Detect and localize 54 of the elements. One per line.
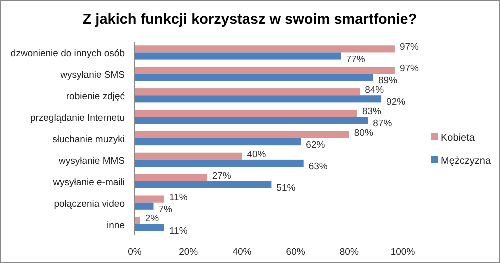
bar bbox=[135, 217, 140, 224]
y-tick-label: inne bbox=[107, 220, 125, 232]
bar bbox=[135, 67, 395, 74]
data-label: 11% bbox=[169, 226, 188, 237]
legend-label: Kobieta bbox=[441, 133, 476, 144]
x-tick-label: 20% bbox=[179, 247, 199, 258]
data-label: 63% bbox=[308, 161, 328, 172]
x-tick-label: 0% bbox=[128, 247, 142, 258]
y-tick-label: wysyłanie MMS bbox=[58, 156, 125, 167]
data-label: 89% bbox=[378, 76, 398, 87]
bar bbox=[135, 88, 360, 96]
bar bbox=[135, 160, 304, 168]
y-tick-label: połączenia video bbox=[54, 198, 125, 210]
bar bbox=[135, 181, 272, 188]
bar bbox=[135, 138, 302, 146]
data-label: 87% bbox=[373, 118, 393, 130]
x-tick-label: 60% bbox=[286, 247, 306, 258]
bar bbox=[135, 152, 242, 160]
x-tick-label: 40% bbox=[232, 247, 252, 258]
y-tick-label: słuchanie muzyki bbox=[52, 134, 125, 146]
bar bbox=[135, 174, 208, 182]
bar bbox=[135, 202, 154, 210]
data-label: 11% bbox=[169, 192, 188, 204]
bar bbox=[135, 196, 164, 203]
x-tick-label: 100% bbox=[390, 247, 416, 258]
y-tick-label: przeglądanie Internetu bbox=[30, 113, 125, 124]
bar bbox=[135, 117, 368, 124]
data-label: 62% bbox=[306, 140, 326, 152]
data-label: 27% bbox=[212, 170, 232, 182]
data-label: 51% bbox=[276, 182, 296, 194]
data-label: 97% bbox=[400, 42, 420, 54]
data-label: 97% bbox=[400, 64, 420, 75]
data-label: 2% bbox=[145, 214, 160, 225]
data-label: 7% bbox=[158, 204, 174, 216]
bar bbox=[135, 110, 358, 118]
y-tick-label: dzwonienie do innych osób bbox=[10, 48, 125, 60]
bar bbox=[135, 52, 342, 60]
data-label: 80% bbox=[354, 128, 374, 139]
bar bbox=[135, 46, 395, 53]
y-tick-label: wysyłanie e-maili bbox=[52, 177, 125, 188]
data-label: 77% bbox=[346, 54, 366, 66]
bar bbox=[135, 224, 164, 232]
data-label: 84% bbox=[365, 85, 385, 96]
y-tick-label: robienie zdjęć bbox=[66, 92, 126, 103]
data-label: 83% bbox=[362, 106, 382, 118]
x-tick-label: 80% bbox=[340, 247, 360, 258]
data-label: 92% bbox=[386, 97, 406, 108]
y-tick-label: wysyłanie SMS bbox=[60, 70, 125, 82]
bar bbox=[135, 131, 350, 138]
legend-label: Mężczyzna bbox=[441, 156, 492, 167]
bar bbox=[135, 96, 382, 103]
chart-title: Z jakich funkcji korzystasz w swoim smartfonie? bbox=[82, 12, 418, 28]
data-label: 40% bbox=[247, 149, 267, 160]
bar bbox=[135, 74, 374, 82]
